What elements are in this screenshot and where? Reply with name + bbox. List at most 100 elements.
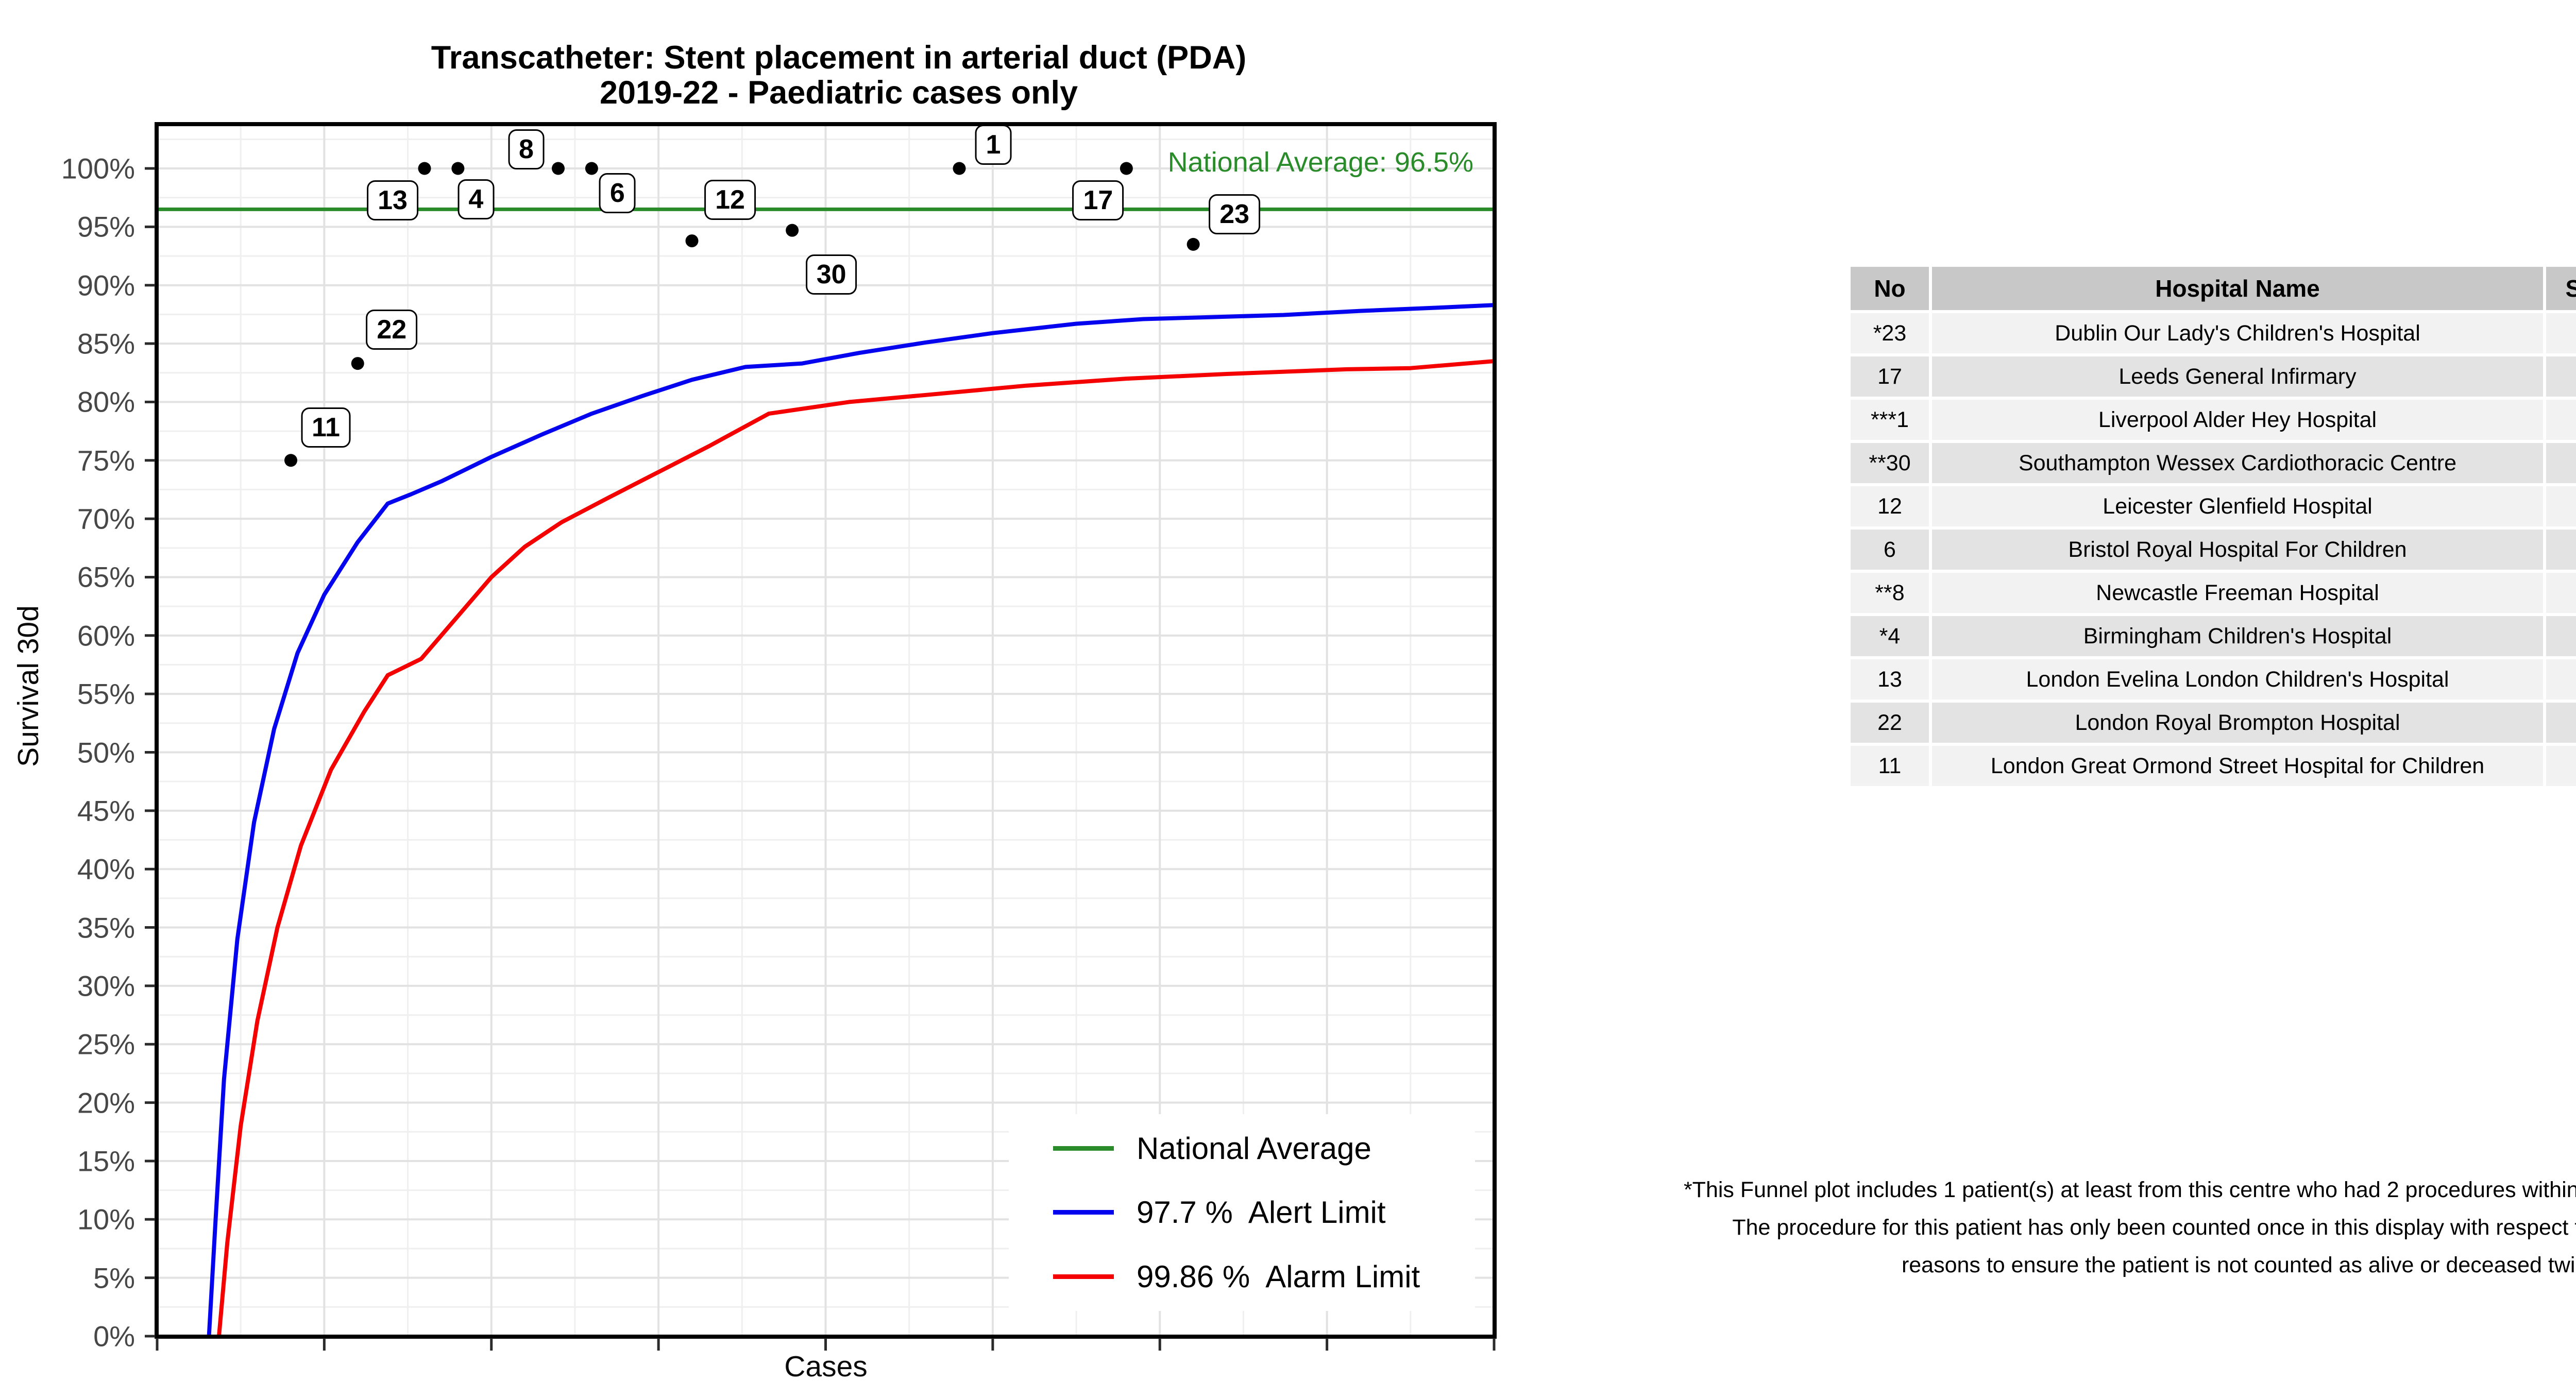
table-cell-survival: 83% <box>2546 703 2576 743</box>
y-tick-label: 75% <box>77 444 135 477</box>
alarm-limit-curve <box>217 359 1496 1338</box>
y-tick-label: 15% <box>77 1145 135 1178</box>
centre-dot <box>418 162 431 175</box>
y-tick-label: 10% <box>77 1203 135 1236</box>
footnote-line: *This Funnel plot includes 1 patient(s) … <box>1683 1178 2576 1202</box>
table-cell-hospital-name: London Evelina London Children's Hospita… <box>1932 659 2543 699</box>
table-cell-no: 11 <box>1851 746 1929 786</box>
funnel-plot-footnote: *This Funnel plot includes 1 patient(s) … <box>1556 1171 2576 1284</box>
table-cell-hospital-name: London Great Ormond Street Hospital for … <box>1932 746 2543 786</box>
table-cell-hospital-name: Birmingham Children's Hospital <box>1932 616 2543 656</box>
alarm-limit-line-swatch <box>1053 1274 1114 1279</box>
chart-title-line1: Transcatheter: Stent placement in arteri… <box>431 40 1247 76</box>
centre-dot <box>585 162 598 175</box>
centre-point-label: 11 <box>301 407 351 448</box>
centre-point-label: 1 <box>975 125 1012 165</box>
centre-dot <box>552 162 565 175</box>
table-cell-no: *4 <box>1851 616 1929 656</box>
centre-dot <box>786 224 799 237</box>
table-cell-survival: 94% <box>2546 313 2576 353</box>
table-cell-no: 12 <box>1851 486 1929 526</box>
chart-title-line2: 2019-22 - Paediatric cases only <box>599 75 1078 111</box>
y-tick-label: 50% <box>77 736 135 769</box>
centre-dot <box>1187 237 1200 251</box>
y-tick-label: 100% <box>61 152 135 185</box>
alert-limit-curve <box>207 303 1496 1338</box>
alert-limit-line-swatch <box>1053 1210 1114 1215</box>
national-average-line-swatch <box>1053 1146 1114 1151</box>
table-cell-no: 17 <box>1851 356 1929 397</box>
legend-label: National Average <box>1137 1131 1371 1166</box>
y-tick-label: 30% <box>77 969 135 1002</box>
table-cell-hospital-name: Leeds General Infirmary <box>1932 356 2543 397</box>
table-cell-hospital-name: Leicester Glenfield Hospital <box>1932 486 2543 526</box>
legend-entry-national-average: National Average <box>1009 1117 1475 1179</box>
footnote-line: reasons to ensure the patient is not cou… <box>1901 1253 2576 1277</box>
hospital-results-table: No Hospital Name Survival 30d *23Dublin … <box>1851 267 2576 786</box>
table-cell-survival: 100% <box>2546 530 2576 570</box>
legend-label: 99.86 % Alarm Limit <box>1137 1259 1420 1294</box>
centre-point-label: 23 <box>1209 194 1261 235</box>
table-cell-survival: 100% <box>2546 356 2576 397</box>
table-cell-hospital-name: Dublin Our Lady's Children's Hospital <box>1932 313 2543 353</box>
legend-entry-alarm-limit: 99.86 % Alarm Limit <box>1009 1246 1475 1308</box>
centre-point-label: 6 <box>599 173 636 213</box>
centre-dot <box>351 357 364 370</box>
y-tick-label: 25% <box>77 1028 135 1061</box>
table-cell-hospital-name: Newcastle Freeman Hospital <box>1932 573 2543 613</box>
y-tick-label: 55% <box>77 677 135 710</box>
table-cell-no: **8 <box>1851 573 1929 613</box>
y-tick-label: 85% <box>77 327 135 360</box>
table-cell-survival: 75% <box>2546 746 2576 786</box>
table-cell-hospital-name: London Royal Brompton Hospital <box>1932 703 2543 743</box>
table-cell-no: **30 <box>1851 443 1929 483</box>
y-tick-label: 45% <box>77 794 135 827</box>
table-cell-no: 6 <box>1851 530 1929 570</box>
table-cell-no: 22 <box>1851 703 1929 743</box>
centre-dot <box>284 454 297 467</box>
y-tick-label: 70% <box>77 502 135 535</box>
centre-point-label: 8 <box>508 129 545 169</box>
y-tick-label: 40% <box>77 852 135 885</box>
table-cell-survival: 100% <box>2546 400 2576 440</box>
y-tick-label: 20% <box>77 1086 135 1119</box>
legend-label: 97.7 % Alert Limit <box>1137 1195 1386 1230</box>
centre-point-label: 13 <box>367 180 418 220</box>
centre-point-label: 22 <box>366 309 418 350</box>
centre-point-label: 12 <box>704 179 756 220</box>
table-cell-survival: 100% <box>2546 616 2576 656</box>
centre-point-label: 4 <box>457 179 495 219</box>
centre-dot <box>953 162 966 175</box>
table-cell-hospital-name: Bristol Royal Hospital For Children <box>1932 530 2543 570</box>
chart-legend: National Average 97.7 % Alert Limit 99.8… <box>1009 1114 1475 1311</box>
y-tick-label: 60% <box>77 619 135 652</box>
table-header-no: No <box>1851 267 1929 310</box>
table-cell-survival: 95% <box>2546 443 2576 483</box>
centre-dot <box>1120 162 1133 175</box>
centre-point-label: 30 <box>805 254 857 295</box>
centre-dot <box>451 162 465 175</box>
table-cell-hospital-name: Southampton Wessex Cardiothoracic Centre <box>1932 443 2543 483</box>
table-header-hospital-name: Hospital Name <box>1932 267 2543 310</box>
x-axis-title: Cases <box>784 1350 868 1383</box>
legend-entry-alert-limit: 97.7 % Alert Limit <box>1009 1182 1475 1243</box>
centre-point-label: 17 <box>1072 180 1124 220</box>
y-tick-label: 35% <box>77 911 135 944</box>
y-tick-label: 80% <box>77 385 135 418</box>
y-tick-label: 95% <box>77 210 135 243</box>
table-cell-survival: 94% <box>2546 486 2576 526</box>
table-cell-hospital-name: Liverpool Alder Hey Hospital <box>1932 400 2543 440</box>
y-tick-label: 5% <box>93 1261 135 1294</box>
national-average-annotation: National Average: 96.5% <box>1167 147 1473 178</box>
y-tick-label: 65% <box>77 560 135 593</box>
table-cell-survival: 100% <box>2546 573 2576 613</box>
y-tick-label: 0% <box>93 1320 135 1353</box>
table-cell-survival: 100% <box>2546 659 2576 699</box>
footnote-line: The procedure for this patient has only … <box>1732 1215 2576 1240</box>
table-cell-no: ***1 <box>1851 400 1929 440</box>
table-header-survival-30d: Survival 30d <box>2546 267 2576 310</box>
y-tick-label: 90% <box>77 269 135 302</box>
centre-dot <box>685 234 699 248</box>
plot-border <box>155 122 1497 1339</box>
